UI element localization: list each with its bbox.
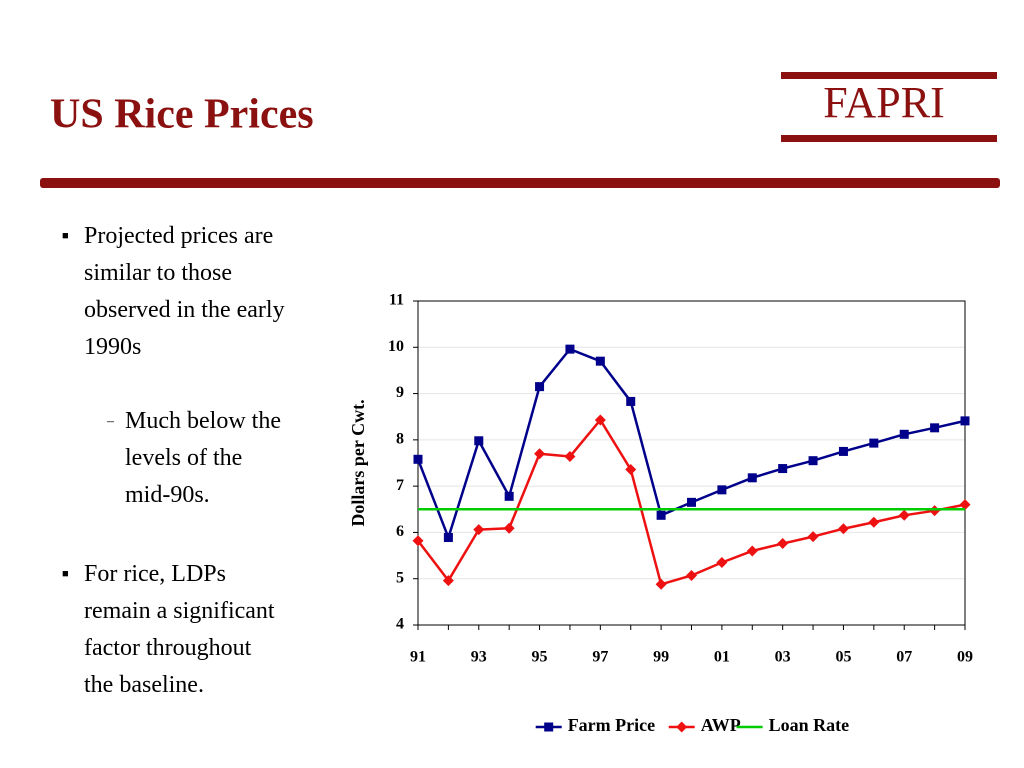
data-point [960,416,970,426]
logo-bar-top [781,72,997,79]
bullet: ■ For rice, LDPs remain a significant fac… [62,556,284,704]
logo-bar-bottom [781,135,997,142]
data-point [594,414,606,426]
data-point [899,429,909,439]
data-point [930,423,940,433]
data-point [413,454,423,464]
bullet: ■ Projected prices are similar to those o… [62,218,294,366]
x-tick-label: 91 [410,649,426,666]
data-point [504,491,514,501]
bullet-marker: ■ [62,568,69,580]
data-point [869,438,879,448]
data-point [746,545,758,557]
y-tick-label: 8 [396,431,404,448]
x-tick-label: 99 [653,649,669,666]
x-tick-label: 05 [835,649,851,666]
data-point [747,473,757,483]
data-point [778,464,788,474]
sub-bullet: – Much below the levels of the mid-90s. [107,403,290,514]
y-tick-label: 5 [396,569,404,586]
y-tick-label: 7 [396,477,404,494]
data-point [442,575,454,587]
x-tick-label: 93 [471,649,487,666]
data-point [959,499,971,511]
legend-marker [676,721,688,733]
data-point [716,557,728,569]
y-tick-label: 4 [396,616,404,633]
data-point [929,505,941,517]
logo: FAPRI [823,78,944,127]
data-point [656,510,666,520]
x-tick-label: 95 [532,649,548,666]
data-point [626,396,636,406]
data-point [565,344,575,354]
data-point [443,533,453,543]
sub-bullet-marker: – [107,414,114,429]
data-point [564,451,576,463]
data-point [868,516,880,528]
x-tick-label: 09 [957,649,973,666]
data-point [686,569,697,581]
data-point [655,578,667,590]
bullet-marker: ■ [62,230,69,242]
data-point [717,485,727,495]
data-point [473,524,485,536]
sub-bullet-text: Much below the levels of the mid-90s. [125,408,281,508]
data-point [474,436,484,446]
title-rule [40,178,1000,188]
y-tick-label: 6 [396,523,404,540]
bullet-text: For rice, LDPs remain a significant fact… [84,561,275,698]
x-tick-label: 03 [775,649,791,666]
x-tick-label: 97 [592,649,608,666]
x-tick-label: 07 [896,649,912,666]
y-axis-label: Dollars per Cwt. [348,399,368,526]
y-tick-label: 10 [388,338,404,355]
y-tick-label: 9 [396,384,404,401]
data-point [534,448,546,460]
x-tick-label: 01 [714,649,730,666]
data-point [535,382,545,392]
data-point [625,463,637,475]
data-point [503,522,515,534]
data-point [412,535,424,547]
data-point [687,497,696,507]
y-tick-label: 11 [389,292,404,309]
data-point [595,356,605,366]
legend-label: Farm Price [568,715,655,735]
data-point [777,538,789,550]
slide-title: US Rice Prices [50,92,314,138]
data-point [807,531,819,543]
data-point [898,509,910,521]
data-point [808,456,818,466]
legend-marker [544,722,554,732]
bullet-text: Projected prices are similar to those ob… [84,223,285,360]
legend-label: AWP [701,715,741,735]
legend-label: Loan Rate [769,715,850,735]
data-point [837,523,849,535]
data-point [838,446,848,456]
